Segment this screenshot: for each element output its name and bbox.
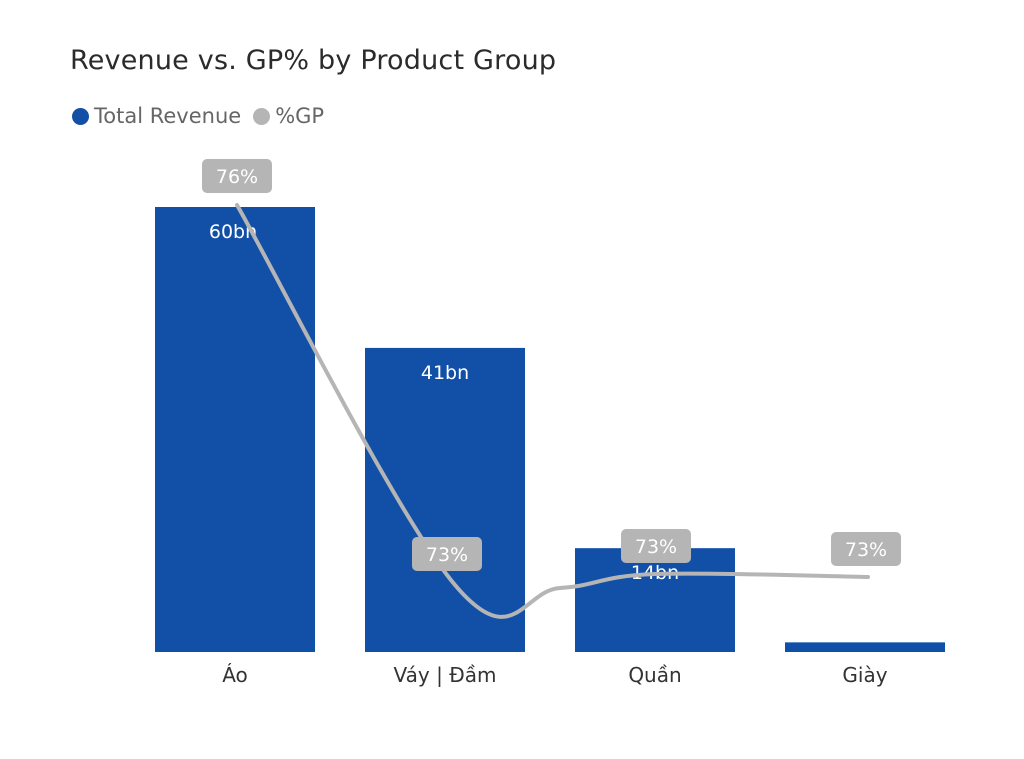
legend-item-revenue[interactable]: Total Revenue xyxy=(72,104,241,128)
gp-value-label: 73% xyxy=(831,532,901,566)
legend-dot-revenue xyxy=(72,107,89,125)
chart-legend: Total Revenue %GP xyxy=(72,104,336,128)
bar-1[interactable] xyxy=(365,347,525,652)
legend-item-gp[interactable]: %GP xyxy=(253,104,324,128)
gp-label-text: 73% xyxy=(635,536,677,558)
gp-label-background xyxy=(412,537,482,571)
bar-value-label: 60bn xyxy=(209,221,257,243)
bar-0[interactable] xyxy=(155,207,315,652)
gp-label-text: 76% xyxy=(216,166,258,188)
gp-value-label: 73% xyxy=(412,537,482,571)
gp-value-label: 73% xyxy=(621,529,691,563)
x-tick-label: Áo xyxy=(222,663,248,687)
gp-label-background xyxy=(202,159,272,193)
gp-value-label: 76% xyxy=(202,159,272,193)
x-tick-label: Váy | Đầm xyxy=(394,663,497,687)
gp-label-text: 73% xyxy=(845,539,887,561)
chart-title: Revenue vs. GP% by Product Group xyxy=(70,45,557,76)
gp-label-text: 73% xyxy=(426,544,468,566)
x-tick-label: Quần xyxy=(628,663,681,687)
gp-label-background xyxy=(621,529,691,563)
legend-label-gp: %GP xyxy=(275,104,325,128)
legend-label-revenue: Total Revenue xyxy=(94,104,242,128)
bar-2[interactable] xyxy=(575,548,735,652)
x-tick-label: Giày xyxy=(842,663,887,687)
gp-series-line[interactable] xyxy=(235,203,870,619)
bar-3[interactable] xyxy=(785,642,945,652)
bar-value-label: 41bn xyxy=(421,362,469,384)
legend-dot-gp xyxy=(253,107,271,125)
gp-label-background xyxy=(831,532,901,566)
